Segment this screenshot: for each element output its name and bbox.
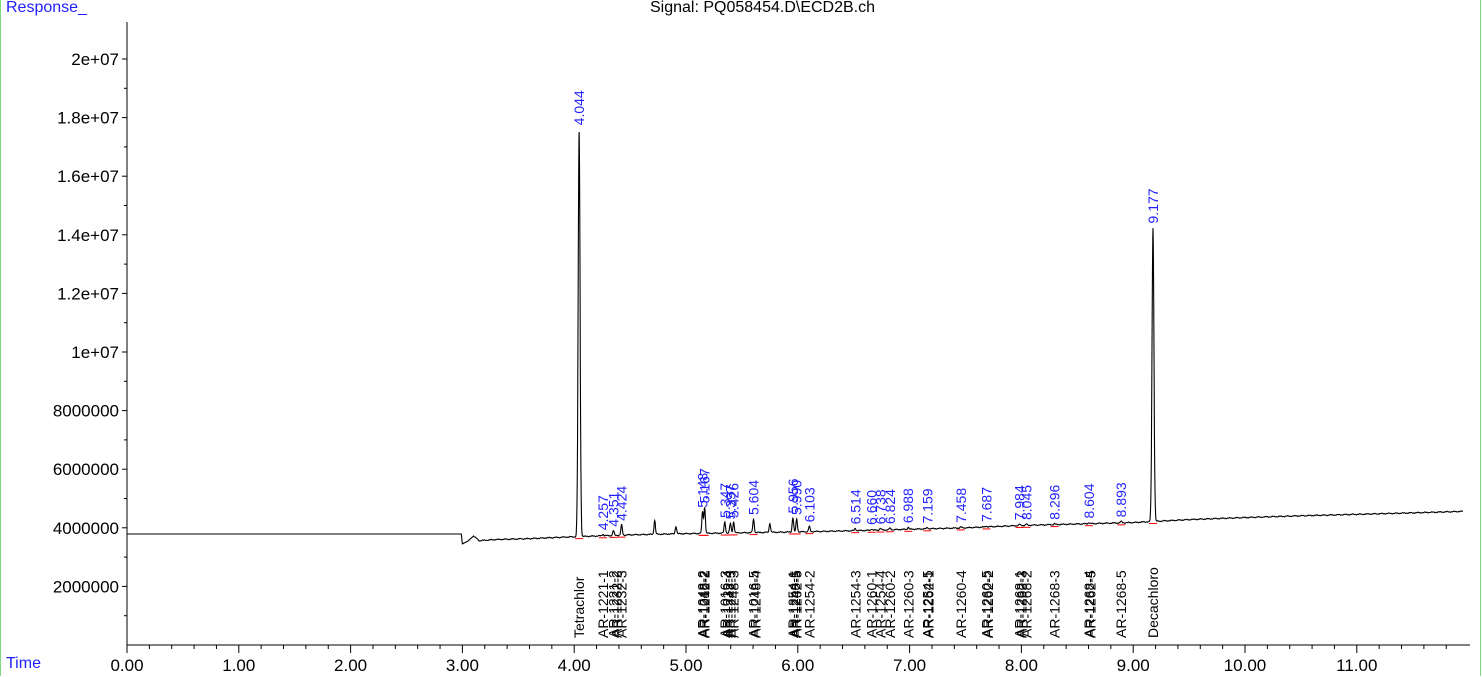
compound-label: AR-1232-3 <box>614 570 630 638</box>
compound-label: AR-1260-5 <box>978 570 994 638</box>
peak-rt-label: 7.159 <box>919 488 935 523</box>
x-tick-label: 8.00 <box>1005 656 1038 675</box>
compound-label: AR-1260-1 <box>864 570 880 638</box>
x-tick-label: 2.00 <box>334 656 367 675</box>
x-tick-label: 7.00 <box>893 656 926 675</box>
y-tick-label: 2e+07 <box>71 50 119 69</box>
y-tick-label: 6000000 <box>53 460 119 479</box>
compound-label: AR-1248-5 <box>787 570 803 638</box>
peak-rt-label: 4.351 <box>605 491 621 526</box>
compound-label: AR-1262-3 <box>1013 570 1029 638</box>
peak-rt-label: 6.824 <box>882 489 898 524</box>
peak-rt-label: 8.604 <box>1081 483 1097 518</box>
compound-label: AR-1262-5 <box>1083 570 1099 638</box>
y-tick-label: 1.4e+07 <box>57 226 119 245</box>
y-tick-label: 1.6e+07 <box>57 167 119 186</box>
compound-label: AR-1248-2 <box>695 570 711 638</box>
compound-label: AR-1254-1 <box>785 570 801 638</box>
peak-rt-label: 6.514 <box>847 489 863 524</box>
compound-label: AR-1016-5 <box>746 570 762 638</box>
x-axis-title: Time <box>6 655 41 672</box>
x-tick-label: 0.00 <box>110 656 143 675</box>
x-tick-label: 4.00 <box>558 656 591 675</box>
compound-label: AR-1260-3 <box>900 570 916 638</box>
peak-rt-label: 5.347 <box>717 483 733 518</box>
y-tick-label: 4000000 <box>53 519 119 538</box>
compound-label: AR-1254-3 <box>847 570 863 638</box>
signal-trace <box>127 131 1463 545</box>
x-tick-label: 10.00 <box>1224 656 1267 675</box>
compound-label: AR-1268-1 <box>1012 570 1028 638</box>
compound-label: AR-1268-3 <box>1046 570 1062 638</box>
compound-label: AR-1268-2 <box>1018 570 1034 638</box>
compound-label: AR-1248-4 <box>747 570 763 638</box>
peak-rt-label: 5.604 <box>746 480 762 515</box>
y-axis-title: Response_ <box>6 0 87 16</box>
x-tick-label: 3.00 <box>446 656 479 675</box>
peak-rt-label: 5.956 <box>785 478 801 513</box>
peak-rt-label: 9.177 <box>1145 188 1161 223</box>
compound-label: AR-1268-4 <box>1081 570 1097 638</box>
compound-label: AR-1254-2 <box>801 570 817 638</box>
peak-rt-label: 4.424 <box>614 486 630 521</box>
compound-label: AR-1232-4 <box>719 570 735 638</box>
x-tick-label: 9.00 <box>1117 656 1150 675</box>
peak-rt-label: 8.296 <box>1046 484 1062 519</box>
compound-label: AR-1221-1 <box>595 570 611 638</box>
peak-rt-label: 8.893 <box>1113 482 1129 517</box>
peak-rt-label: 7.687 <box>978 487 994 522</box>
peak-rt-label: 4.044 <box>571 90 587 125</box>
x-tick-label: 11.00 <box>1336 656 1377 675</box>
peak-rt-label: 5.167 <box>697 468 713 503</box>
compound-label: AR-1248-3 <box>726 570 742 638</box>
x-tick-label: 1.00 <box>222 656 255 675</box>
compound-label: AR-1262-5 <box>789 570 805 638</box>
y-tick-label: 8000000 <box>53 402 119 421</box>
peak-rt-label: 5.426 <box>726 483 742 518</box>
compound-label: AR-1232-2 <box>609 570 625 638</box>
compound-label: Decachloro <box>1145 567 1161 638</box>
compound-label: AR-1260-2 <box>882 570 898 638</box>
y-tick-label: 1e+07 <box>71 343 119 362</box>
compound-label: AR-1016-3 <box>717 570 733 638</box>
compound-label: AR-1254-5 <box>919 570 935 638</box>
x-tick-label: 6.00 <box>781 656 814 675</box>
compound-label: AR-1268-5 <box>1113 570 1129 638</box>
peak-rt-label: 5.397 <box>722 484 738 519</box>
compound-label: AR-1242-3 <box>722 570 738 638</box>
compound-label: AR-1221-2 <box>605 570 621 638</box>
compound-label: AR-1262-2 <box>980 570 996 638</box>
peak-rt-label: 6.103 <box>801 487 817 522</box>
y-tick-label: 2000000 <box>53 577 119 596</box>
y-tick-label: 1.2e+07 <box>57 284 119 303</box>
y-tick-label: 1.8e+07 <box>57 109 119 128</box>
peak-rt-label: 6.738 <box>872 489 888 524</box>
compound-label: AR-1016-2 <box>696 570 712 638</box>
peak-rt-label: 7.984 <box>1012 485 1028 520</box>
compound-label: AR-1262-1 <box>921 570 937 638</box>
peak-rt-label: 5.990 <box>789 480 805 515</box>
peak-rt-label: 4.257 <box>595 495 611 530</box>
peak-rt-label: 7.458 <box>953 488 969 523</box>
peak-rt-label: 6.660 <box>864 490 880 525</box>
x-tick-label: 5.00 <box>669 656 702 675</box>
compound-label: AR-1254-4 <box>872 570 888 638</box>
peak-rt-label: 6.988 <box>900 488 916 523</box>
compound-label: Tetrachlor <box>571 576 587 638</box>
compound-label: AR-1260-4 <box>953 570 969 638</box>
peak-rt-label: 8.045 <box>1018 485 1034 520</box>
peak-rt-label: 5.148 <box>695 472 711 507</box>
signal-title: Signal: PQ058454.D\ECD2B.ch <box>650 0 876 16</box>
compound-label: AR-1242-2 <box>697 570 713 638</box>
